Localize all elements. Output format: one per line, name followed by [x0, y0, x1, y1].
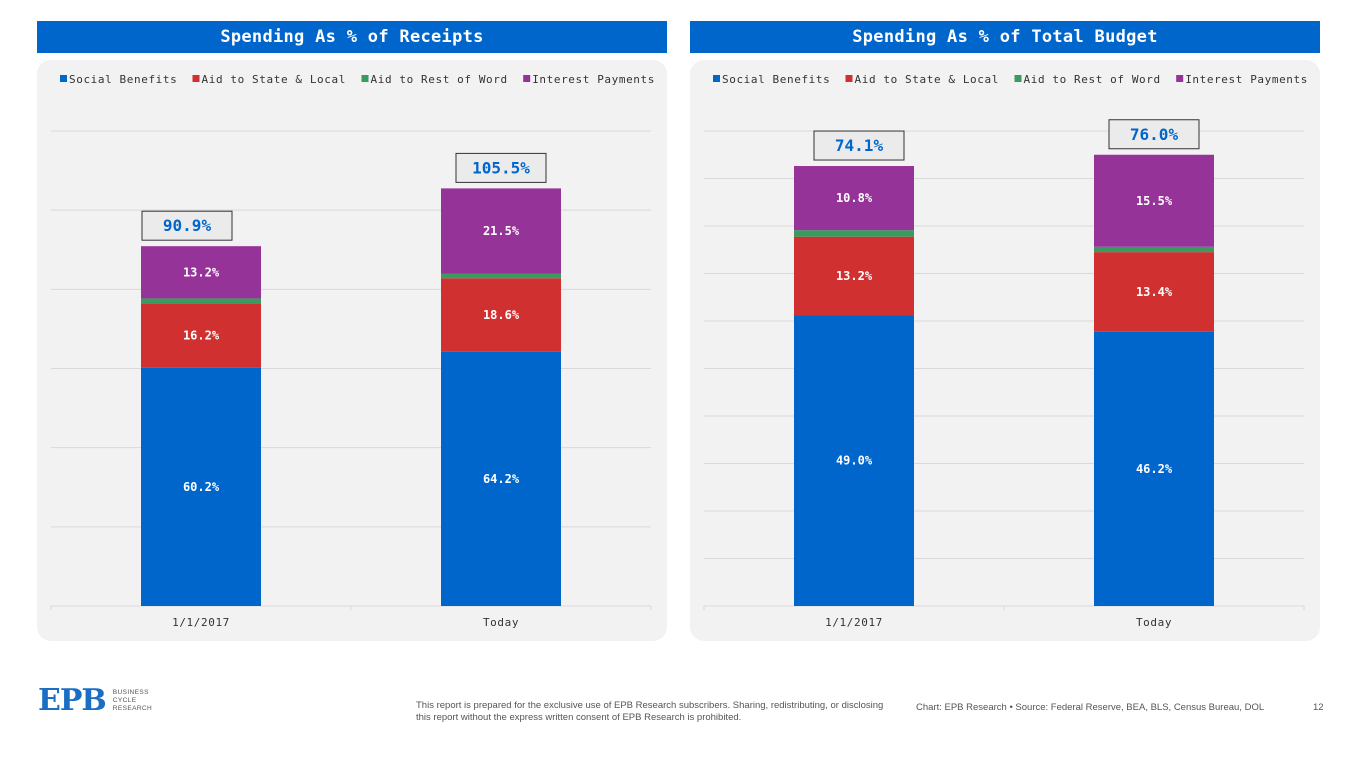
logo-sub-line: CYCLE	[112, 697, 137, 704]
total-label: 90.9%	[163, 216, 212, 235]
bar-aid-world	[794, 230, 914, 237]
legend-label-social: Social Benefits	[69, 73, 177, 86]
x-tick-label: 1/1/2017	[172, 616, 230, 629]
stacked-bar-chart-receipts: Social Benefits Aid to State & Local Aid t…	[50, 73, 655, 629]
legend-label-aid-state: Aid to State & Local	[855, 73, 999, 86]
data-label-social: 46.2%	[1136, 462, 1173, 476]
data-label-social: 60.2%	[183, 480, 220, 494]
bar-aid-state	[141, 303, 261, 368]
data-label-interest: 15.5%	[1136, 194, 1173, 208]
chart-panel-left: Social Benefits Aid to State & Local Aid t…	[37, 60, 667, 641]
legend-swatch-social	[713, 75, 720, 82]
page-number: 12	[1313, 702, 1324, 713]
data-label-aid-state: 13.4%	[1136, 285, 1173, 299]
legend-swatch-interest	[1176, 75, 1184, 82]
bar-aid-state	[1094, 252, 1214, 332]
chart-title-right: Spending As % of Total Budget	[690, 21, 1320, 53]
bar-interest	[141, 246, 261, 299]
total-box	[141, 210, 233, 241]
legend-label-social: Social Benefits	[722, 73, 830, 86]
total-label: 105.5%	[472, 158, 530, 177]
total-box	[813, 130, 905, 161]
data-label-social: 64.2%	[483, 472, 520, 486]
data-label-social: 49.0%	[836, 454, 873, 468]
x-tick-label: 1/1/2017	[825, 616, 883, 629]
bar-aid-state	[794, 236, 914, 316]
legend-label-interest: Interest Payments	[1185, 73, 1308, 86]
logo-sub-line: BUSINESS	[112, 689, 149, 696]
total-box	[455, 152, 547, 183]
legend-label-interest: Interest Payments	[532, 73, 655, 86]
chart-title-left: Spending As % of Receipts	[37, 21, 667, 53]
bar-interest	[1094, 154, 1214, 247]
logo-subtitle: BUSINESS CYCLE RESEARCH	[113, 689, 152, 713]
total-box	[1108, 119, 1200, 150]
disclaimer-text: This report is prepared for the exclusiv…	[416, 700, 884, 723]
legend-swatch-interest	[523, 75, 531, 82]
bar-aid-world	[141, 298, 261, 304]
x-tick-label: Today	[483, 616, 519, 629]
bar-social	[141, 367, 261, 606]
legend-label-aid-state: Aid to State & Local	[202, 73, 346, 86]
bar-social	[1094, 331, 1214, 606]
legend-swatch-aid-world	[361, 75, 369, 82]
bar-social	[441, 351, 561, 606]
legend-swatch-aid-state	[845, 75, 853, 82]
legend-swatch-aid-world	[1014, 75, 1022, 82]
data-label-aid-state: 13.2%	[836, 269, 873, 283]
legend-swatch-social	[60, 75, 67, 82]
legend-label-aid-world: Aid to Rest of Word	[1024, 73, 1161, 86]
bar-interest	[794, 166, 914, 231]
legend-label-aid-world: Aid to Rest of Word	[371, 73, 508, 86]
data-label-aid-state: 16.2%	[183, 329, 220, 343]
bar-aid-state	[441, 278, 561, 352]
source-text: Chart: EPB Research • Source: Federal Re…	[916, 702, 1265, 713]
x-tick-label: Today	[1136, 616, 1172, 629]
legend-swatch-aid-state	[192, 75, 200, 82]
logo-mark: EPB	[38, 683, 107, 718]
bar-social	[794, 315, 914, 606]
total-label: 74.1%	[835, 136, 884, 155]
data-label-interest: 10.8%	[836, 191, 873, 205]
data-label-interest: 21.5%	[483, 224, 520, 238]
bar-aid-world	[441, 273, 561, 279]
data-label-interest: 13.2%	[183, 265, 220, 279]
bar-interest	[441, 188, 561, 274]
stacked-bar-chart-budget: Social Benefits Aid to State & Local Aid t…	[703, 73, 1308, 629]
total-label: 76.0%	[1130, 125, 1179, 144]
chart-panel-right: Social Benefits Aid to State & Local Aid t…	[690, 60, 1320, 641]
epb-logo: EPB BUSINESS CYCLE RESEARCH	[38, 686, 152, 716]
bar-aid-world	[1094, 246, 1214, 253]
data-label-aid-state: 18.6%	[483, 308, 520, 322]
logo-sub-line: RESEARCH	[112, 705, 153, 712]
